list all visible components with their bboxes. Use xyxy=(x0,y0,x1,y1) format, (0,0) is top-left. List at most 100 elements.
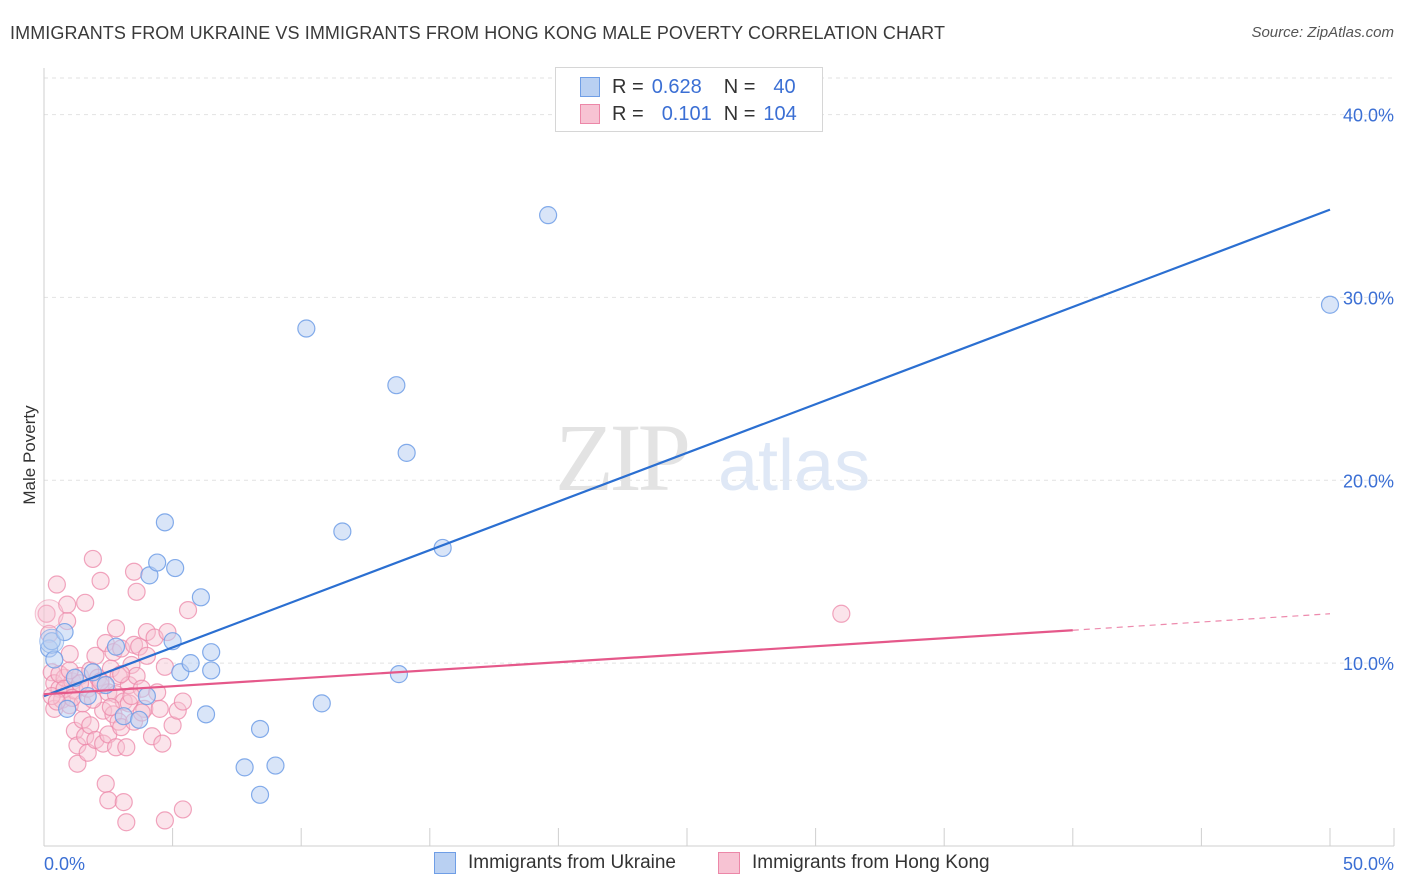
y-axis-label: Male Poverty xyxy=(20,405,39,505)
hongkong-point xyxy=(127,582,146,601)
watermark: ZIP atlas xyxy=(555,404,870,511)
chart-title: IMMIGRANTS FROM UKRAINE VS IMMIGRANTS FR… xyxy=(10,23,946,43)
ukraine-point xyxy=(39,628,65,654)
hongkong-point xyxy=(101,697,120,717)
hongkong-point xyxy=(153,734,172,753)
y-tick-label: 40.0% xyxy=(1343,106,1394,126)
ukraine-point xyxy=(166,558,185,578)
hongkong-point xyxy=(47,575,66,594)
ukraine-point xyxy=(42,632,61,651)
hongkong-points xyxy=(34,549,851,832)
ukraine-point xyxy=(202,643,221,662)
ukraine-legend-label: Immigrants from Ukraine xyxy=(468,852,676,873)
x-tick-label-max: 50.0% xyxy=(1343,854,1394,874)
ukraine-point xyxy=(1320,295,1340,314)
ukraine-r-value: 0.628 xyxy=(651,75,702,98)
ukraine-point xyxy=(397,443,416,462)
ukraine-point xyxy=(148,553,167,572)
ukraine-point xyxy=(312,694,331,713)
ukraine-points xyxy=(39,206,1340,804)
ukraine-swatch xyxy=(580,77,600,97)
hongkong-point xyxy=(34,599,64,629)
hongkong-n-label: N = xyxy=(723,102,756,125)
y-tick-label: 20.0% xyxy=(1343,471,1394,491)
ukraine-point xyxy=(387,376,406,395)
x-tick-label-min: 0.0% xyxy=(44,854,85,874)
hongkong-trendline xyxy=(43,629,1073,696)
hongkong-point xyxy=(106,619,126,638)
ukraine-point xyxy=(114,707,133,726)
hongkong-trendline-extension xyxy=(1072,613,1331,631)
ukraine-trendline xyxy=(43,208,1331,698)
hongkong-point xyxy=(96,774,115,793)
ukraine-point xyxy=(155,513,174,532)
ukraine-point xyxy=(191,588,210,607)
ukraine-point xyxy=(389,665,409,684)
hongkong-n-value: 104 xyxy=(763,102,797,125)
hongkong-point xyxy=(150,699,169,718)
hongkong-point xyxy=(178,601,198,620)
ukraine-point xyxy=(202,661,221,680)
hongkong-point xyxy=(76,593,95,612)
hongkong-point xyxy=(83,549,102,569)
hongkong-point xyxy=(117,813,136,832)
ukraine-point xyxy=(250,785,270,804)
hongkong-point xyxy=(58,595,77,614)
ukraine-point xyxy=(250,719,270,739)
hongkong-r-value: 0.101 xyxy=(661,102,712,125)
axes xyxy=(43,68,1395,847)
ukraine-point xyxy=(266,756,285,775)
hongkong-point xyxy=(124,562,144,581)
hongkong-r-label: R = xyxy=(612,102,644,125)
hongkong-legend-swatch xyxy=(718,852,740,874)
ukraine-point xyxy=(55,622,74,642)
ukraine-point xyxy=(196,705,216,724)
gridlines xyxy=(44,77,1394,664)
correlation-legend: R = 0.628 N = 40 R = 0.101 N = 104 xyxy=(555,67,823,132)
legend-item-ukraine[interactable]: Immigrants from Ukraine xyxy=(434,852,676,874)
watermark-atlas: atlas xyxy=(718,426,870,506)
hongkong-point xyxy=(114,793,133,812)
ukraine-point xyxy=(130,710,149,729)
ukraine-point xyxy=(137,686,156,706)
hongkong-point xyxy=(130,637,149,656)
hongkong-point xyxy=(117,738,136,757)
legend-row-hongkong: R = 0.101 N = 104 xyxy=(580,101,797,127)
ukraine-r-label: R = xyxy=(612,75,644,98)
hongkong-point xyxy=(37,604,56,623)
hongkong-point xyxy=(68,736,87,755)
hongkong-point xyxy=(173,800,192,819)
hongkong-point xyxy=(112,665,131,684)
tick-labels: 10.0% 20.0% 30.0% 40.0% 0.0% 50.0% xyxy=(44,106,1394,874)
hongkong-point xyxy=(173,692,192,711)
series-legend: Immigrants from Ukraine Immigrants from … xyxy=(0,852,1406,878)
hongkong-point xyxy=(99,791,118,810)
ukraine-point xyxy=(45,650,64,669)
legend-item-hongkong[interactable]: Immigrants from Hong Kong xyxy=(718,852,990,874)
hongkong-point xyxy=(155,657,174,676)
hongkong-point xyxy=(106,738,126,757)
chart-source: Source: ZipAtlas.com xyxy=(1251,24,1394,41)
y-tick-label: 30.0% xyxy=(1343,288,1394,308)
legend-row-ukraine: R = 0.628 N = 40 xyxy=(580,74,796,100)
trendlines xyxy=(43,208,1331,698)
hongkong-swatch xyxy=(580,104,600,124)
ukraine-point xyxy=(181,654,200,673)
y-tick-label: 10.0% xyxy=(1343,654,1394,674)
hongkong-point xyxy=(142,727,162,746)
ukraine-n-label: N = xyxy=(723,75,756,98)
ukraine-legend-swatch xyxy=(434,852,456,874)
hongkong-legend-label: Immigrants from Hong Kong xyxy=(752,852,990,873)
ukraine-point xyxy=(539,206,558,225)
ukraine-point xyxy=(106,637,126,656)
hongkong-point xyxy=(60,644,79,664)
ukraine-n-value: 40 xyxy=(773,75,796,98)
hongkong-point xyxy=(832,604,851,623)
hongkong-point xyxy=(91,571,110,590)
ukraine-point xyxy=(297,319,316,338)
hongkong-point xyxy=(168,701,187,720)
ukraine-point xyxy=(235,758,254,777)
ukraine-point xyxy=(333,522,352,541)
ukraine-point xyxy=(58,699,77,718)
